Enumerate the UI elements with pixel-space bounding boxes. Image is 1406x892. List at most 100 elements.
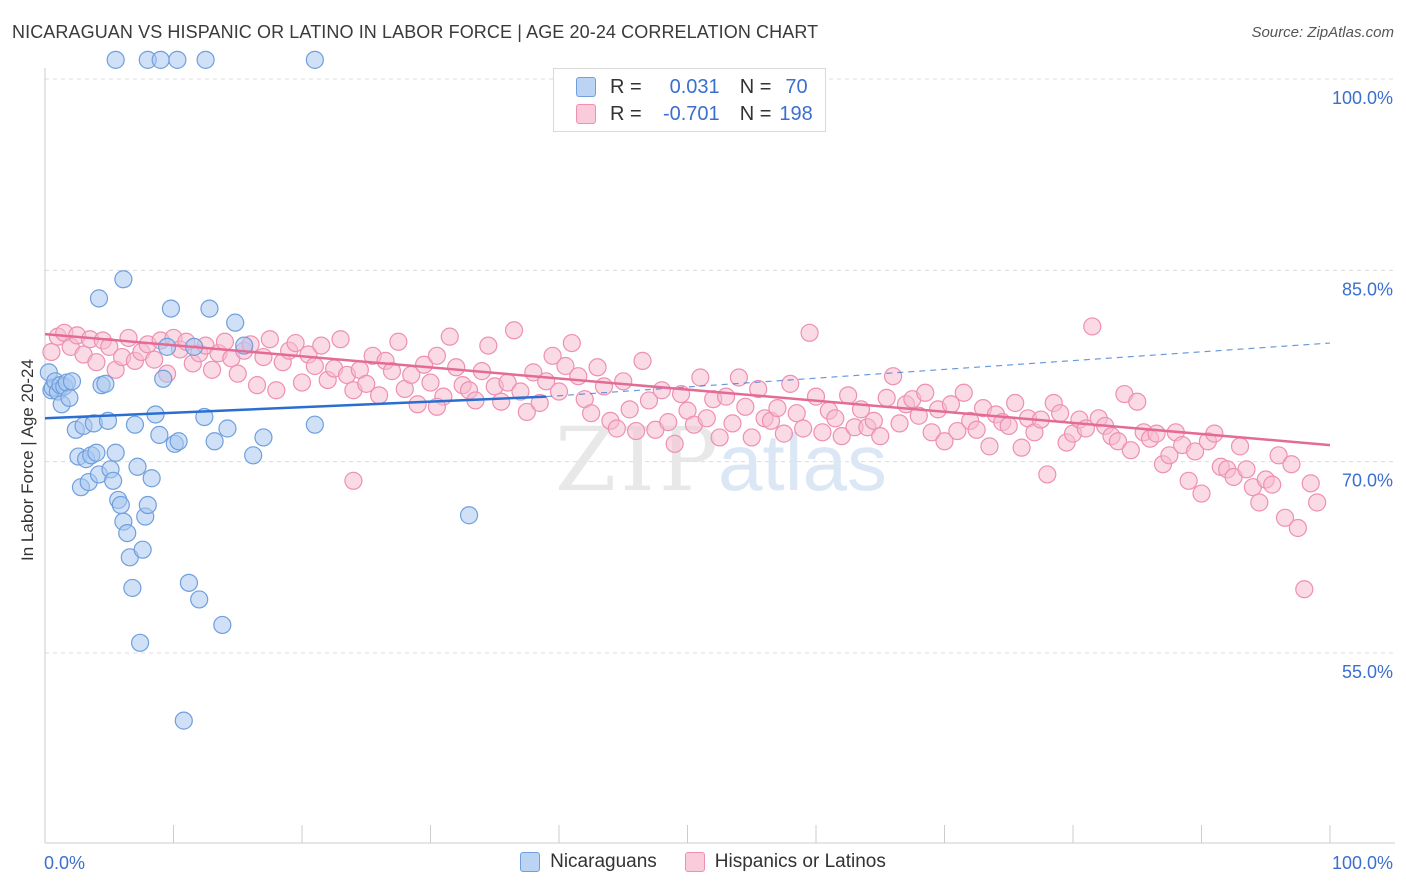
- y-tick-label: 85.0%: [1342, 279, 1393, 299]
- data-point-hispanic: [877, 388, 896, 407]
- data-point-hispanic: [800, 323, 819, 342]
- data-point-hispanic: [967, 420, 986, 439]
- data-point-hispanic: [1006, 393, 1025, 413]
- trend-lines: [44, 332, 1331, 447]
- legend-r-value: 0.031: [669, 75, 720, 98]
- data-point-hispanic: [1012, 438, 1031, 457]
- data-point-hispanic: [549, 382, 569, 401]
- data-point-hispanic: [389, 332, 408, 351]
- data-point-hispanic: [530, 393, 549, 413]
- data-point-hispanic: [980, 437, 999, 456]
- data-point-nicaraguan: [305, 50, 324, 69]
- data-point-hispanic: [697, 409, 716, 428]
- trend-line-nicaraguans: [44, 395, 547, 420]
- data-point-hispanic: [639, 391, 659, 410]
- legend-r-label: R =: [610, 102, 642, 125]
- data-point-hispanic: [1160, 446, 1179, 465]
- data-point-nicaraguan: [157, 337, 177, 356]
- data-point-nicaraguan: [196, 50, 215, 69]
- data-point-nicaraguan: [125, 415, 145, 434]
- data-point-hispanic: [119, 328, 138, 348]
- data-point-hispanic: [331, 330, 350, 349]
- series-legend: Nicaraguans Hispanics or Latinos: [0, 851, 1406, 873]
- data-point-hispanic: [787, 404, 806, 423]
- data-point-hispanic: [357, 374, 376, 393]
- chart-title: NICARAGUAN VS HISPANIC OR LATINO IN LABO…: [12, 22, 819, 42]
- data-point-nicaraguan: [104, 471, 123, 490]
- data-point-nicaraguan: [123, 578, 142, 598]
- data-point-hispanic: [890, 414, 909, 433]
- data-point-nicaraguan: [169, 432, 188, 451]
- data-point-hispanic: [1237, 460, 1256, 479]
- data-point-nicaraguan: [154, 369, 173, 388]
- data-point-hispanic: [659, 413, 678, 432]
- data-point-hispanic: [1051, 404, 1070, 423]
- data-point-hispanic: [813, 423, 832, 442]
- data-point-hispanic: [427, 346, 447, 365]
- data-point-hispanic: [202, 360, 222, 379]
- data-point-hispanic: [145, 350, 164, 369]
- data-point-nicaraguan: [305, 415, 324, 434]
- data-point-nicaraguan: [118, 523, 137, 543]
- y-tick-label: 100.0%: [1332, 88, 1393, 108]
- data-point-nicaraguan: [213, 615, 232, 635]
- data-point-hispanic: [794, 419, 813, 438]
- data-point-hispanic: [1038, 465, 1057, 484]
- data-point-hispanic: [492, 392, 511, 411]
- legend-r-label: R =: [610, 75, 642, 98]
- data-point-hispanic: [228, 364, 247, 383]
- data-point-hispanic: [1185, 442, 1205, 461]
- data-point-hispanic: [260, 330, 279, 349]
- tick-labels: 55.0% 70.0% 85.0% 100.0% 0.0% 100.0%: [44, 88, 1393, 873]
- data-point-hispanic: [716, 387, 736, 406]
- legend-n-value: 70: [785, 75, 808, 98]
- data-point-hispanic: [1230, 437, 1250, 456]
- trend-line-hispanics: [44, 332, 1331, 447]
- data-point-hispanic: [447, 358, 466, 377]
- data-point-hispanic: [614, 372, 633, 391]
- data-point-hispanic: [569, 367, 588, 386]
- data-point-hispanic: [42, 342, 61, 362]
- data-point-hispanic: [1128, 392, 1147, 411]
- legend-label-hispanics: Hispanics or Latinos: [714, 851, 886, 872]
- data-point-nicaraguan: [150, 425, 169, 444]
- data-point-hispanic: [1301, 474, 1320, 493]
- data-point-hispanic: [100, 337, 119, 356]
- data-point-hispanic: [723, 414, 742, 433]
- data-point-hispanic: [665, 434, 684, 453]
- legend-swatch-pink: [576, 104, 596, 124]
- data-point-nicaraguan: [87, 443, 106, 462]
- data-point-nicaraguan: [205, 432, 224, 451]
- legend-n-label: N =: [739, 102, 772, 125]
- data-point-hispanic: [883, 367, 903, 386]
- data-point-nicaraguan: [138, 495, 157, 515]
- data-point-hispanic: [1250, 493, 1269, 512]
- data-point-hispanic: [267, 381, 286, 400]
- data-point-nicaraguan: [190, 590, 209, 609]
- legend-swatch-pink: [684, 852, 705, 872]
- data-point-hispanic: [504, 321, 524, 340]
- data-point-nicaraguan: [62, 372, 82, 391]
- data-point-hispanic: [806, 387, 826, 406]
- y-tick-label: 55.0%: [1342, 662, 1393, 682]
- data-point-hispanic: [1308, 493, 1327, 512]
- data-point-nicaraguan: [226, 313, 245, 332]
- legend-item-nicaraguans[interactable]: Nicaraguans: [520, 851, 657, 873]
- legend-n-value: 198: [779, 102, 813, 125]
- data-point-hispanic: [421, 373, 440, 392]
- data-point-hispanic: [440, 327, 459, 346]
- data-point-hispanic: [305, 356, 324, 376]
- axes: [44, 68, 1395, 844]
- data-point-nicaraguan: [200, 299, 219, 318]
- data-point-nicaraguan: [114, 270, 133, 289]
- data-point-hispanic: [408, 395, 427, 414]
- legend-item-hispanics[interactable]: Hispanics or Latinos: [684, 851, 886, 873]
- data-point-nicaraguan: [459, 506, 479, 525]
- data-point-hispanic: [691, 368, 710, 387]
- data-point-hispanic: [768, 398, 787, 418]
- data-point-nicaraguan: [111, 495, 130, 515]
- data-point-nicaraguan: [106, 443, 125, 462]
- data-point-hispanic: [556, 356, 575, 376]
- data-point-hispanic: [1288, 518, 1307, 538]
